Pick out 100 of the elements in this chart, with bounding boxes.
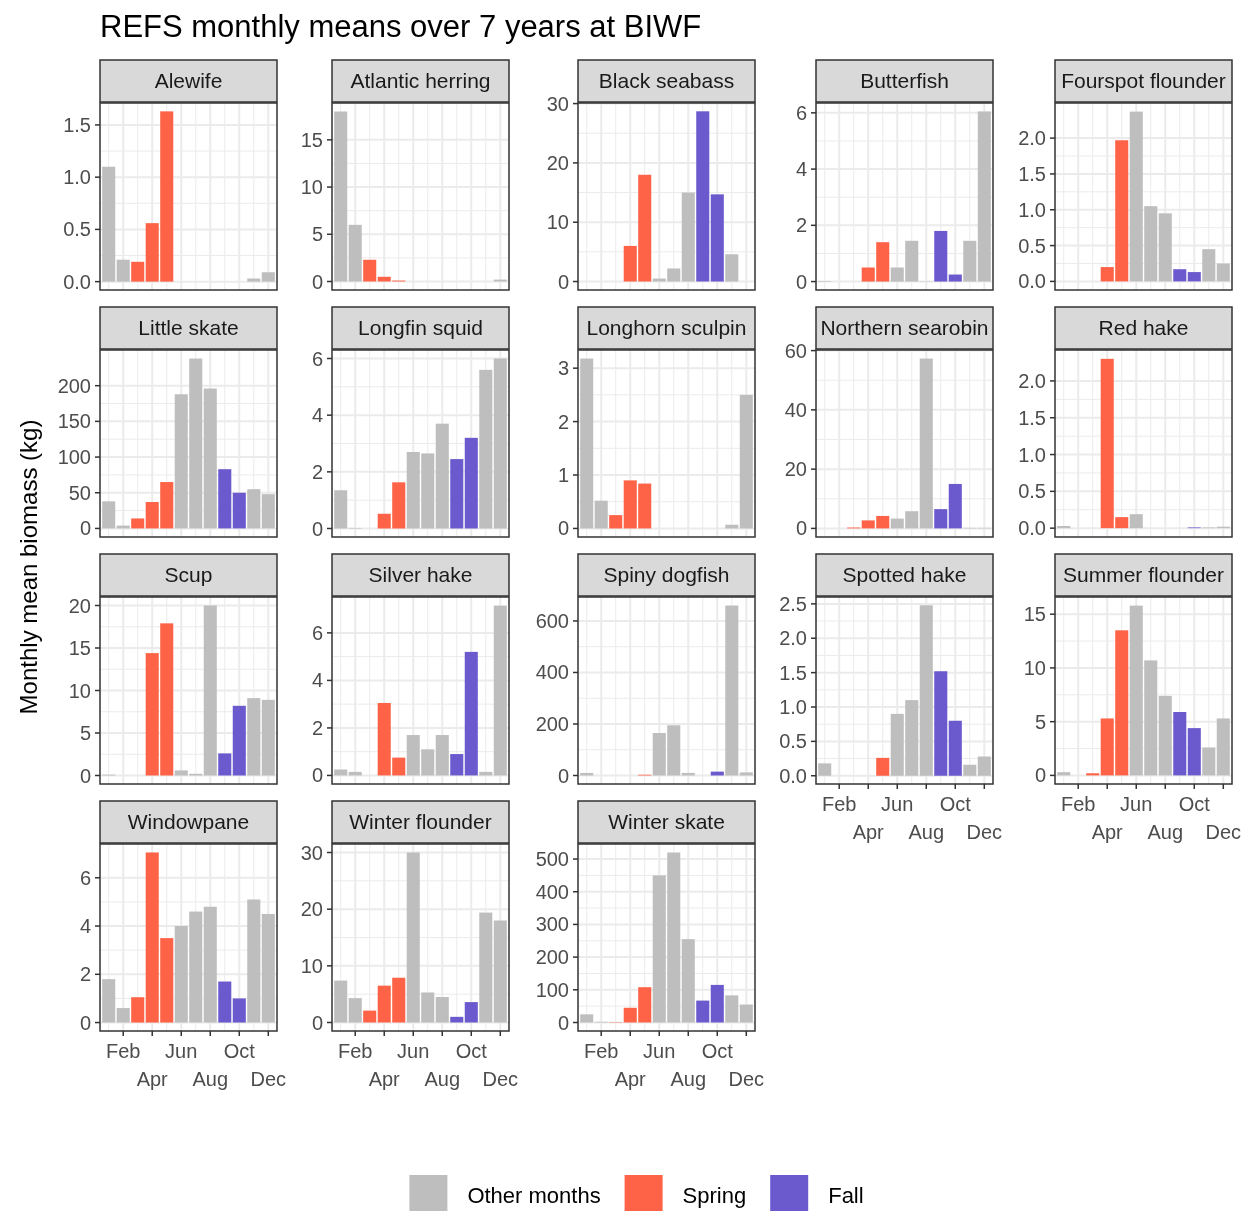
bar xyxy=(580,772,594,776)
bar xyxy=(232,492,246,529)
bar xyxy=(580,1014,594,1023)
y-tick-label: 6 xyxy=(311,621,323,644)
y-tick-label: 15 xyxy=(1023,603,1046,626)
x-tick-label: Feb xyxy=(821,793,857,815)
y-tick-label: 0 xyxy=(311,517,323,540)
bar xyxy=(435,735,449,776)
y-tick-label: 2 xyxy=(557,410,569,433)
y-tick-label: 100 xyxy=(535,978,569,1001)
y-tick-label: 0.0 xyxy=(1018,270,1046,293)
text: REFS monthly means over 7 years at BIWF xyxy=(100,9,702,44)
x-tick-label: Apr xyxy=(614,1068,647,1090)
bar xyxy=(963,764,977,776)
chart-title: Windowpane xyxy=(127,810,250,833)
bar xyxy=(218,469,232,529)
bar xyxy=(334,111,348,282)
bar xyxy=(261,272,275,282)
chart-title: Alewife xyxy=(154,69,223,92)
bar xyxy=(450,754,464,776)
chart-title: Red hake xyxy=(1098,316,1189,339)
bar xyxy=(247,278,261,282)
x-tick-label: Oct xyxy=(223,1040,256,1062)
y-tick-label: 1.0 xyxy=(63,166,91,189)
bar xyxy=(261,494,275,529)
bar xyxy=(464,1002,478,1023)
bar xyxy=(334,490,348,529)
bar xyxy=(934,671,948,776)
chart-title: Spotted hake xyxy=(842,563,967,586)
y-tick-label: 2 xyxy=(79,963,91,986)
bar xyxy=(464,651,478,776)
bar xyxy=(1057,772,1071,776)
bar xyxy=(348,998,362,1023)
bar xyxy=(435,997,449,1023)
y-tick-label: 3 xyxy=(557,357,569,380)
bar xyxy=(876,757,890,776)
x-tick-label: Apr xyxy=(136,1068,169,1090)
bar xyxy=(681,192,695,282)
chart-title: Longfin squid xyxy=(358,316,483,339)
bar xyxy=(1158,213,1172,282)
y-tick-label: 5 xyxy=(1034,710,1046,733)
chart-title: Spiny dogfish xyxy=(603,563,730,586)
chart-title: Atlantic herring xyxy=(350,69,491,92)
bar xyxy=(681,939,695,1023)
bar xyxy=(203,605,217,776)
bar xyxy=(203,906,217,1023)
x-tick-label: Jun xyxy=(881,793,914,815)
bar xyxy=(1158,695,1172,776)
bar xyxy=(493,605,507,776)
x-tick-label: Aug xyxy=(192,1068,229,1090)
x-tick-label: Feb xyxy=(583,1040,619,1062)
bar xyxy=(348,224,362,282)
y-tick-label: 0.5 xyxy=(1018,234,1046,257)
bar xyxy=(203,388,217,529)
x-tick-label: Oct xyxy=(701,1040,734,1062)
y-tick-label: 10 xyxy=(68,679,91,702)
bar xyxy=(919,605,933,776)
y-tick-label: 0.5 xyxy=(1018,480,1046,503)
bar xyxy=(594,500,608,529)
y-tick-label: 10 xyxy=(1023,656,1046,679)
bar xyxy=(479,912,493,1023)
bar xyxy=(464,437,478,529)
bar xyxy=(710,771,724,776)
y-tick-label: 1.5 xyxy=(1018,162,1046,185)
y-tick-label: 400 xyxy=(535,661,569,684)
y-tick-label: 2 xyxy=(795,214,807,237)
y-tick-label: 4 xyxy=(79,915,91,938)
x-tick-label: Dec xyxy=(1205,821,1242,843)
y-tick-label: 0 xyxy=(557,517,569,540)
bar xyxy=(1187,728,1201,776)
bar xyxy=(1187,272,1201,282)
x-tick-label: Jun xyxy=(397,1040,430,1062)
bar xyxy=(450,459,464,529)
y-tick-label: 5 xyxy=(79,722,91,744)
y-tick-label: 1.5 xyxy=(63,113,91,136)
chart-title: Scup xyxy=(164,563,213,586)
bar xyxy=(948,720,962,776)
bar xyxy=(696,1000,710,1023)
y-tick-label: 1.0 xyxy=(1018,443,1046,466)
bar xyxy=(131,997,145,1023)
bar xyxy=(1202,249,1216,282)
bar xyxy=(948,483,962,529)
bar xyxy=(710,984,724,1023)
y-tick-label: 15 xyxy=(68,637,91,659)
bar xyxy=(609,515,623,529)
legend-label: Fall xyxy=(828,1183,864,1208)
y-tick-label: 0.5 xyxy=(63,218,91,241)
bar xyxy=(934,509,948,529)
bar xyxy=(131,261,145,282)
y-tick-label: 2 xyxy=(311,716,323,739)
y-tick-label: 6 xyxy=(795,101,807,124)
bar xyxy=(247,899,261,1023)
bar xyxy=(919,358,933,529)
bar xyxy=(934,230,948,282)
y-tick-label: 20 xyxy=(546,151,569,174)
bar xyxy=(218,981,232,1023)
y-tick-label: 0.0 xyxy=(1018,517,1046,540)
bar xyxy=(247,489,261,529)
bar xyxy=(1216,263,1230,282)
bar xyxy=(232,998,246,1023)
